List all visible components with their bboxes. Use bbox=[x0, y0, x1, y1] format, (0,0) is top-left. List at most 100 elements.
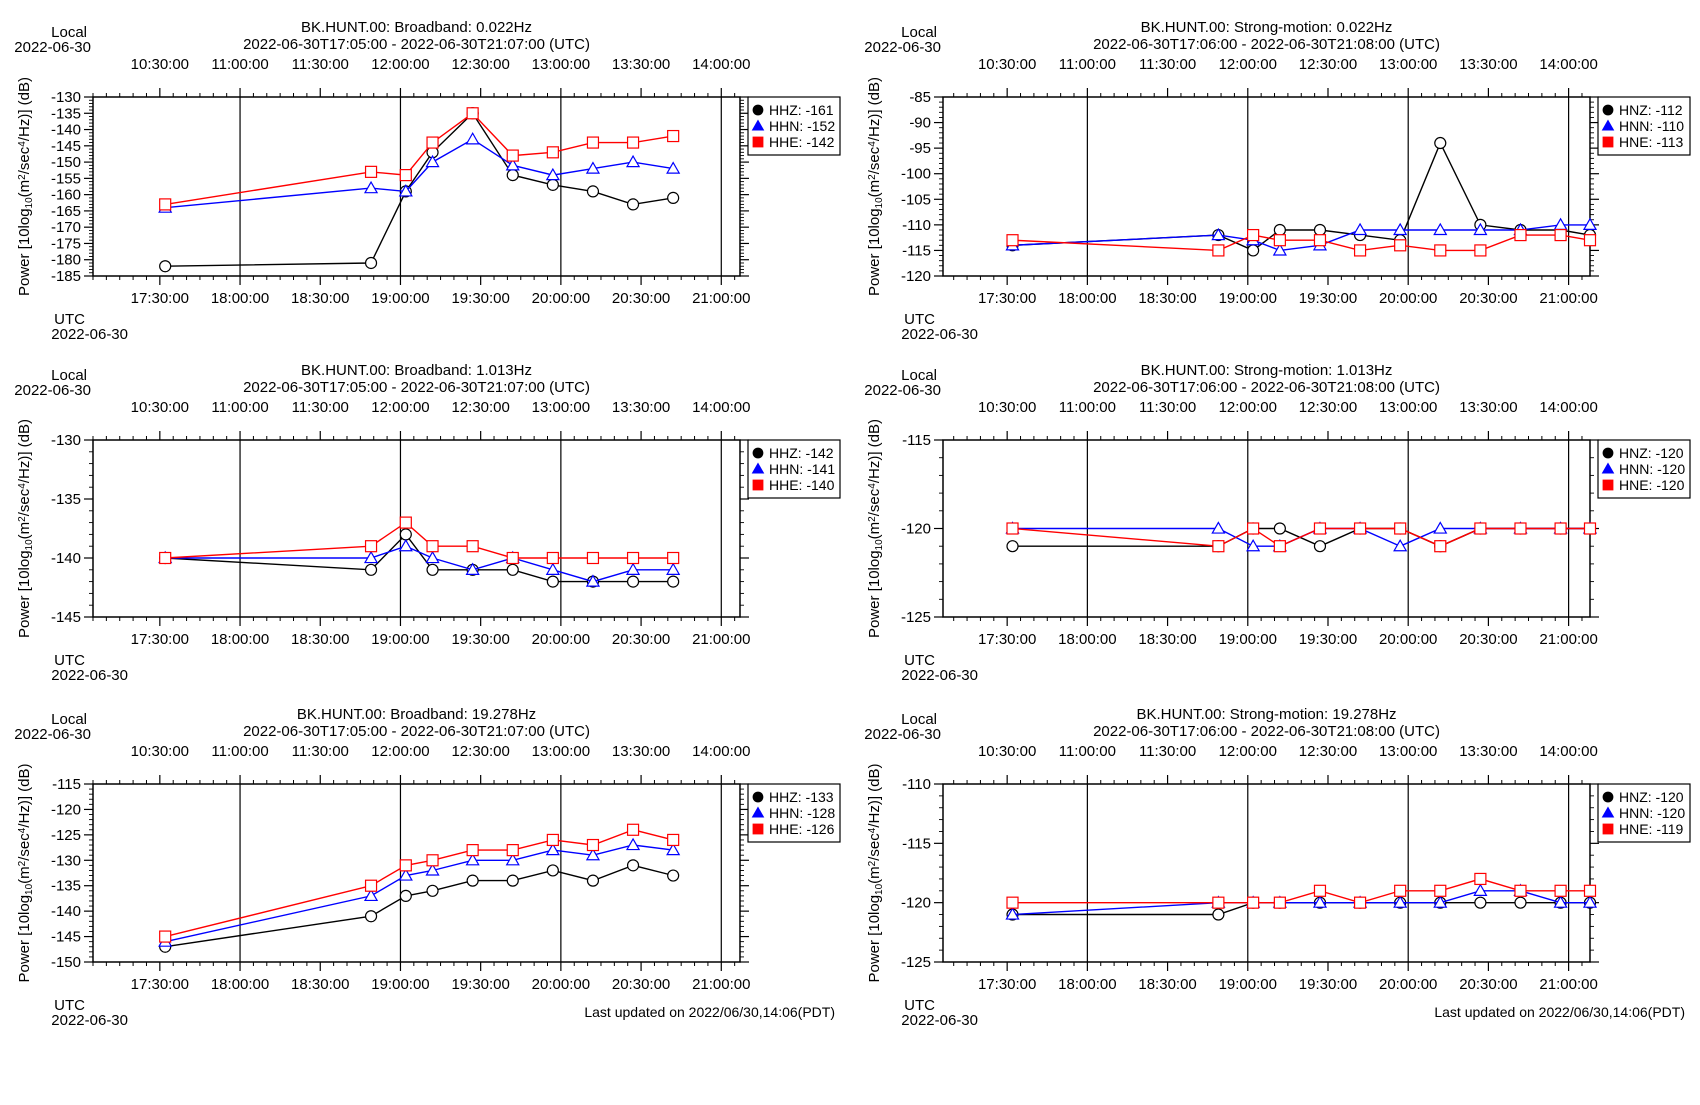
square-marker bbox=[1602, 823, 1614, 835]
local-label: Local bbox=[901, 711, 937, 728]
y-tick-label: -165 bbox=[51, 203, 81, 220]
y-tick-label: -115 bbox=[902, 432, 931, 449]
x-tick-label-local: 10:30:00 bbox=[131, 56, 189, 73]
x-tick-label-utc: 19:30:00 bbox=[451, 290, 509, 307]
x-tick-label-utc: 18:30:00 bbox=[291, 976, 349, 993]
y-axis-label-part: 10 bbox=[874, 883, 885, 895]
triangle-marker bbox=[666, 562, 681, 575]
y-tick-label: -120 bbox=[51, 801, 81, 818]
local-date-label: 2022-06-30 bbox=[864, 726, 941, 743]
local-label: Local bbox=[901, 367, 937, 384]
x-tick-label-utc: 18:00:00 bbox=[1058, 631, 1116, 648]
local-date-label: 2022-06-30 bbox=[864, 382, 941, 399]
square-marker bbox=[1554, 884, 1567, 897]
utc-date-label: 2022-06-30 bbox=[51, 1012, 128, 1029]
circle-marker bbox=[626, 198, 640, 211]
square-marker bbox=[1313, 522, 1327, 535]
square-marker bbox=[1394, 884, 1407, 897]
utc-label: UTC bbox=[54, 652, 85, 669]
square-marker bbox=[426, 540, 439, 553]
square-marker bbox=[1583, 522, 1597, 535]
square-marker bbox=[426, 854, 439, 867]
y-tick-label: -130 bbox=[51, 432, 81, 449]
triangle-marker bbox=[1211, 521, 1226, 534]
triangle-marker bbox=[751, 119, 765, 131]
circle-marker bbox=[752, 447, 764, 459]
series-line bbox=[165, 112, 674, 206]
x-tick-label-local: 11:30:00 bbox=[1139, 743, 1196, 760]
x-tick-label-local: 10:30:00 bbox=[978, 399, 1036, 416]
triangle-marker bbox=[465, 132, 480, 145]
utc-label: UTC bbox=[54, 997, 85, 1014]
x-tick-label-utc: 18:00:00 bbox=[211, 976, 269, 993]
x-tick-label-utc: 20:00:00 bbox=[532, 631, 590, 648]
y-axis-label-part: 10 bbox=[874, 539, 885, 551]
circle-marker bbox=[364, 256, 378, 270]
square-marker bbox=[159, 930, 172, 943]
chart-title: BK.HUNT.00: Broadband: 19.278Hz bbox=[297, 706, 536, 723]
x-tick-label-local: 12:30:00 bbox=[1299, 399, 1357, 416]
y-axis-label-part: 10 bbox=[24, 539, 35, 551]
y-axis-label-part: 2 bbox=[867, 174, 878, 180]
x-tick-label-local: 11:00:00 bbox=[1059, 399, 1116, 416]
x-tick-label-local: 12:30:00 bbox=[1299, 743, 1357, 760]
y-axis-label-part: 4 bbox=[867, 483, 878, 489]
legend-entry: HHZ: -133 bbox=[769, 789, 834, 805]
square-marker bbox=[1474, 244, 1487, 257]
y-axis-label-part: 4 bbox=[867, 141, 878, 147]
triangle-marker bbox=[1582, 217, 1598, 230]
chart-panel: BK.HUNT.00: Strong-motion: 19.278Hz2022-… bbox=[864, 706, 1691, 1029]
triangle-marker bbox=[425, 863, 440, 876]
x-tick-label-local: 10:30:00 bbox=[978, 56, 1036, 73]
y-axis-label-part: 10 bbox=[24, 883, 35, 895]
last-updated-note: Last updated on 2022/06/30,14:06(PDT) bbox=[1434, 1004, 1685, 1020]
x-tick-label-utc: 20:30:00 bbox=[1459, 290, 1517, 307]
triangle-marker bbox=[398, 538, 413, 552]
y-tick-label: -90 bbox=[909, 115, 931, 132]
x-tick-label-local: 13:30:00 bbox=[1459, 743, 1517, 760]
square-marker bbox=[506, 149, 519, 162]
circle-marker bbox=[1273, 522, 1286, 535]
chart-subtitle: 2022-06-30T17:06:00 - 2022-06-30T21:08:0… bbox=[1093, 36, 1440, 53]
x-tick-label-local: 10:30:00 bbox=[131, 743, 189, 760]
legend-entry: HHE: -126 bbox=[769, 821, 835, 837]
y-tick-label: -85 bbox=[909, 89, 931, 106]
x-tick-label-local: 13:30:00 bbox=[1459, 399, 1517, 416]
chart-panel: BK.HUNT.00: Strong-motion: 1.013Hz2022-0… bbox=[864, 362, 1691, 684]
square-marker bbox=[399, 169, 412, 182]
x-tick-label-utc: 18:30:00 bbox=[1138, 631, 1196, 648]
y-tick-label: -120 bbox=[901, 521, 931, 538]
triangle-marker bbox=[425, 154, 440, 168]
y-tick-label: -135 bbox=[51, 878, 81, 895]
square-marker bbox=[1273, 540, 1286, 553]
plot-frame bbox=[92, 783, 741, 963]
y-axis-label: Power [10log10(m2/sec4/Hz)] (dB) bbox=[866, 763, 885, 982]
circle-marker bbox=[546, 178, 559, 191]
x-tick-label-utc: 19:30:00 bbox=[1299, 290, 1357, 307]
y-axis-label-part: /Hz)] (dB) bbox=[866, 77, 883, 141]
chart-title: BK.HUNT.00: Broadband: 1.013Hz bbox=[301, 362, 532, 379]
x-tick-label-local: 13:30:00 bbox=[612, 56, 670, 73]
triangle-marker bbox=[363, 180, 379, 194]
y-axis-label-part: Power [10log bbox=[16, 208, 33, 296]
square-marker bbox=[506, 844, 519, 857]
y-axis-label: Power [10log10(m2/sec4/Hz)] (dB) bbox=[866, 419, 885, 638]
x-tick-label-local: 12:30:00 bbox=[451, 743, 509, 760]
square-marker bbox=[546, 551, 559, 565]
square-marker bbox=[667, 129, 680, 143]
circle-marker bbox=[1602, 104, 1614, 116]
circle-marker bbox=[1212, 908, 1225, 921]
x-tick-label-local: 13:00:00 bbox=[532, 743, 590, 760]
circle-marker bbox=[399, 528, 412, 541]
y-tick-label: -135 bbox=[51, 491, 81, 508]
x-tick-label-local: 13:00:00 bbox=[532, 56, 590, 73]
y-axis-label-part: (m bbox=[866, 866, 883, 884]
legend-entry: HHE: -142 bbox=[769, 134, 835, 150]
chart-title: BK.HUNT.00: Broadband: 0.022Hz bbox=[301, 19, 532, 36]
square-marker bbox=[1006, 234, 1019, 247]
x-tick-label-utc: 20:30:00 bbox=[612, 631, 670, 648]
square-marker bbox=[466, 844, 479, 857]
triangle-marker bbox=[1582, 895, 1598, 908]
x-tick-label-local: 14:00:00 bbox=[692, 743, 750, 760]
